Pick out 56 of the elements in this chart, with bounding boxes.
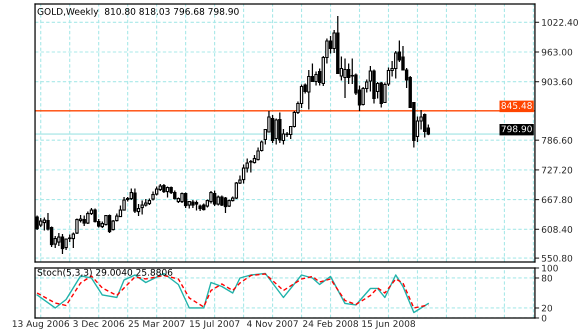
candlestick	[224, 196, 228, 214]
candlestick	[184, 192, 188, 209]
y-tick-label: 100	[542, 264, 558, 272]
chart-title: Stoch(5,3,3) 29.0040 25.8806	[38, 268, 172, 277]
candlestick	[154, 186, 158, 196]
candlestick	[209, 190, 213, 204]
y-tick-label: 727.20	[542, 166, 572, 174]
y-tick-label: 0	[542, 314, 546, 322]
ref-line-label: 798.90	[502, 125, 532, 132]
y-tick-label: 1022.40	[542, 19, 578, 26]
x-tick-label: 15 Jun 2008	[362, 320, 416, 329]
y-tick-label: 550.80	[542, 254, 572, 262]
candlestick	[212, 190, 216, 207]
candlestick	[133, 188, 137, 214]
y-tick-label: 963.00	[542, 48, 572, 56]
candlestick	[86, 210, 90, 225]
candlestick	[423, 112, 426, 138]
x-tick-label: 4 Nov 2007	[246, 320, 298, 328]
x-tick-label: 15 Jul 2007	[190, 320, 240, 329]
candlestick	[162, 183, 166, 194]
candlestick	[42, 216, 46, 232]
chart-title: GOLD,Weekly 810.80 818.03 796.68 798.90	[38, 8, 239, 17]
candlestick	[93, 208, 97, 224]
candlestick	[194, 200, 198, 212]
candlestick	[60, 233, 64, 255]
candlestick	[151, 190, 155, 202]
candlestick	[82, 214, 86, 227]
candlestick	[274, 118, 278, 146]
ref-line-label: 845.48	[501, 102, 532, 110]
candlestick	[64, 238, 68, 251]
candlestick	[307, 69, 310, 110]
candlestick	[173, 190, 176, 200]
y-tick-label: 903.60	[542, 78, 572, 86]
x-tick-label: 25 Mar 2007	[128, 320, 184, 328]
candlestick	[270, 114, 274, 144]
candlestick	[166, 186, 170, 198]
candlestick	[108, 214, 112, 234]
candlestick	[39, 217, 42, 228]
candlestick	[343, 58, 347, 99]
candlestick	[380, 81, 383, 108]
x-tick-label: 13 Aug 2006	[12, 320, 70, 329]
y-tick-label: 786.60	[542, 136, 572, 144]
candlestick	[140, 200, 144, 216]
y-tick-label: 80	[542, 274, 552, 282]
y-tick-label: 667.80	[542, 196, 572, 204]
candlestick	[216, 194, 220, 206]
candlestick	[249, 159, 253, 174]
y-tick-label: 608.40	[542, 226, 572, 233]
x-tick-label: 3 Dec 2006	[73, 320, 124, 328]
candlestick	[57, 232, 61, 247]
candlestick	[346, 62, 350, 85]
x-tick-label: 24 Feb 2008	[303, 320, 358, 328]
y-tick-label: 20	[542, 304, 552, 312]
candlestick	[180, 192, 184, 204]
candlestick	[328, 35, 332, 54]
candlestick	[278, 112, 282, 144]
